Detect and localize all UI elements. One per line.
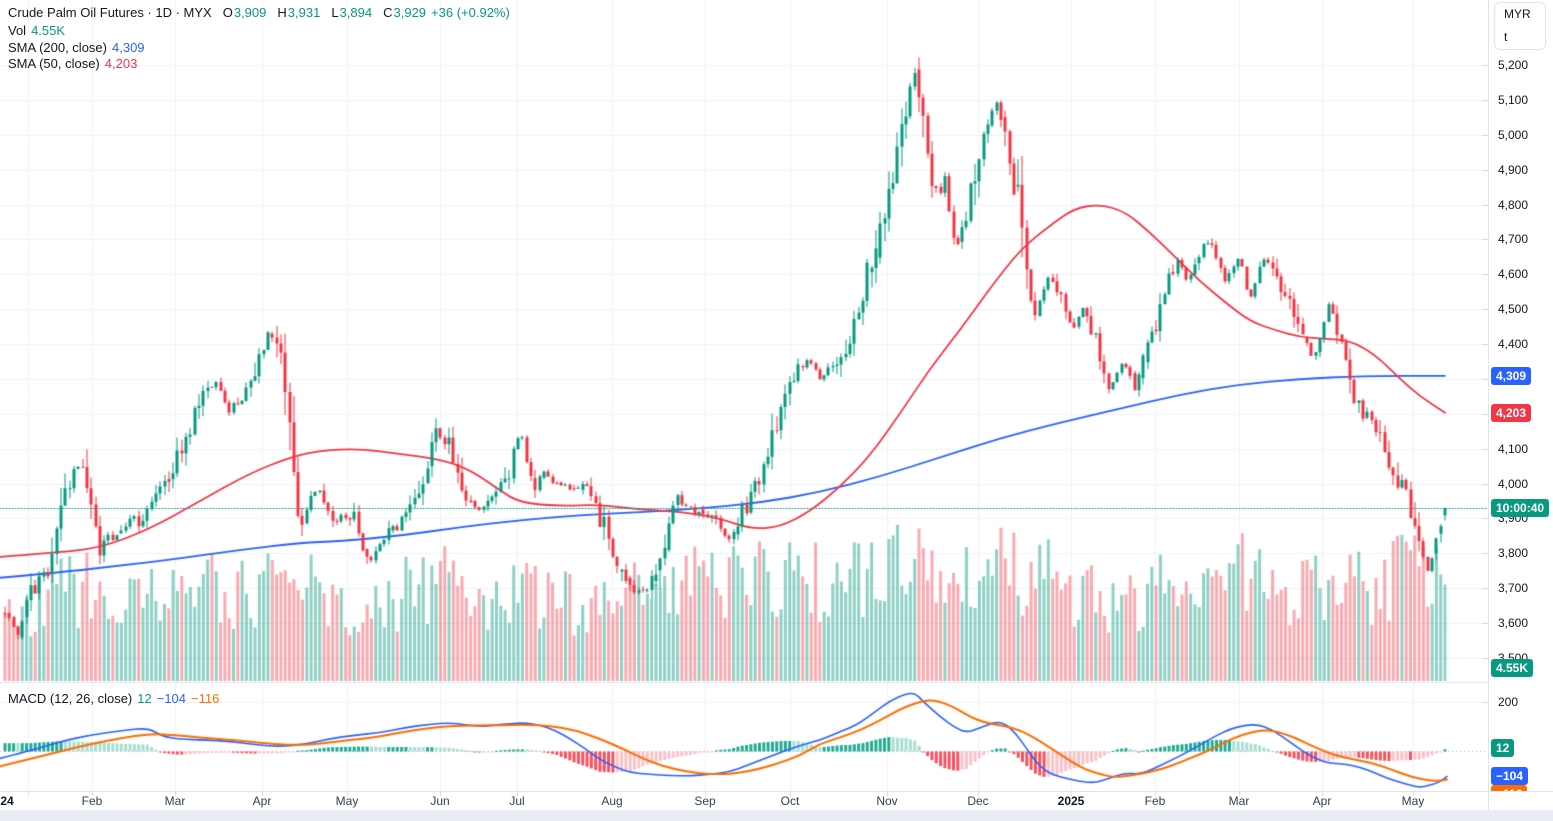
macd-hist-value: 12: [137, 691, 152, 706]
price-tick-label: 3,700: [1498, 581, 1529, 596]
time-axis-label: Apr: [252, 794, 272, 808]
macd-line-badge: −104: [1491, 767, 1529, 785]
sma200-price-badge: 4,309: [1491, 367, 1532, 385]
time-axis-label: Dec: [967, 794, 989, 808]
price-tick-label: 4,900: [1498, 162, 1529, 177]
volume-value: 4.55K: [31, 23, 66, 38]
high-label: H: [277, 5, 287, 20]
price-tick-label: 4,700: [1498, 232, 1529, 247]
open-value: 3,909: [233, 5, 267, 20]
macd-legend-row[interactable]: MACD (12, 26, close) 12 −104 −116: [8, 691, 219, 706]
time-axis-label: May: [335, 794, 359, 808]
price-tick-label: 4,400: [1498, 337, 1529, 352]
macd-tick-label: 200: [1498, 695, 1519, 709]
price-tick-label: 4,100: [1498, 441, 1529, 456]
sma50-label: SMA (50, close): [8, 56, 100, 71]
price-tick-label: 5,100: [1498, 92, 1529, 107]
sma200-label: SMA (200, close): [8, 40, 107, 55]
price-tick-label: 3,600: [1498, 616, 1529, 631]
volume-legend-row[interactable]: Vol 4.55K: [8, 23, 65, 38]
sma200-legend-row[interactable]: SMA (200, close) 4,309: [8, 40, 145, 55]
time-axis-label: Feb: [1144, 794, 1166, 808]
price-tick-label: 3,800: [1498, 546, 1529, 561]
macd-signal-value: −116: [191, 691, 220, 706]
time-axis-label: Nov: [876, 794, 898, 808]
price-tick-label: 5,000: [1498, 127, 1529, 142]
symbol-legend-row[interactable]: Crude Palm Oil Futures · 1D · MYX O 3,909…: [8, 5, 510, 20]
price-tick-label: 4,600: [1498, 267, 1529, 282]
open-label: O: [222, 5, 233, 20]
macd-hist-badge: 12: [1491, 739, 1515, 757]
sma200-value: 4,309: [112, 40, 145, 55]
price-tick-label: 4,500: [1498, 302, 1529, 317]
volume-label: Vol: [8, 23, 27, 38]
price-tick-label: 4,800: [1498, 197, 1529, 212]
change-value: +36 (+0.92%): [431, 5, 510, 20]
time-axis-label: Feb: [81, 794, 103, 808]
time-axis-label: Apr: [1312, 794, 1332, 808]
low-value: 3,894: [339, 5, 373, 20]
time-axis-label: Oct: [780, 794, 800, 808]
macd-label: MACD (12, 26, close): [8, 691, 133, 706]
time-axis-label: Jul: [509, 794, 525, 808]
time-axis-label: May: [1401, 794, 1425, 808]
time-axis-label: Mar: [164, 794, 186, 808]
time-axis-label: Aug: [601, 794, 623, 808]
sma50-price-badge: 4,203: [1491, 404, 1532, 422]
sma50-value: 4,203: [104, 56, 138, 71]
unit-button[interactable]: t: [1504, 30, 1508, 44]
time-axis-label: Jun: [430, 794, 450, 808]
close-label: C: [383, 5, 393, 20]
axis-unit-box: MYR t: [1494, 2, 1546, 50]
price-tick-label: 4,000: [1498, 476, 1529, 491]
sma50-legend-row[interactable]: SMA (50, close) 4,203: [8, 56, 137, 71]
countdown-badge: 10:00:40: [1491, 499, 1550, 517]
macd-line-value: −104: [156, 691, 187, 706]
time-axis-border: [0, 791, 1553, 792]
macd-axis-clip: −116: [1489, 683, 1553, 791]
time-axis-label: Sep: [694, 794, 716, 808]
close-value: 3,929: [393, 5, 427, 20]
bottom-toolbar-strip: [0, 810, 1553, 821]
symbol-title[interactable]: Crude Palm Oil Futures · 1D · MYX: [8, 5, 212, 20]
time-axis[interactable]: 24 Feb Mar Apr May Jun Jul Aug Sep Oct Nov Dec 2025 F…: [0, 791, 1488, 810]
volume-badge: 4.55K: [1491, 659, 1534, 677]
time-axis-label: Mar: [1228, 794, 1250, 808]
low-label: L: [331, 5, 339, 20]
time-axis-label: 24: [0, 794, 14, 808]
price-axis[interactable]: MYR t −116 5,200 5,100 5,000 4,900 4,800 4,70…: [1488, 0, 1553, 821]
time-axis-label: 2025: [1057, 794, 1085, 808]
price-tick-label: 5,200: [1498, 58, 1529, 72]
high-value: 3,931: [287, 5, 321, 20]
macd-signal-badge: −116: [1491, 785, 1528, 791]
currency-button[interactable]: MYR: [1504, 7, 1531, 21]
